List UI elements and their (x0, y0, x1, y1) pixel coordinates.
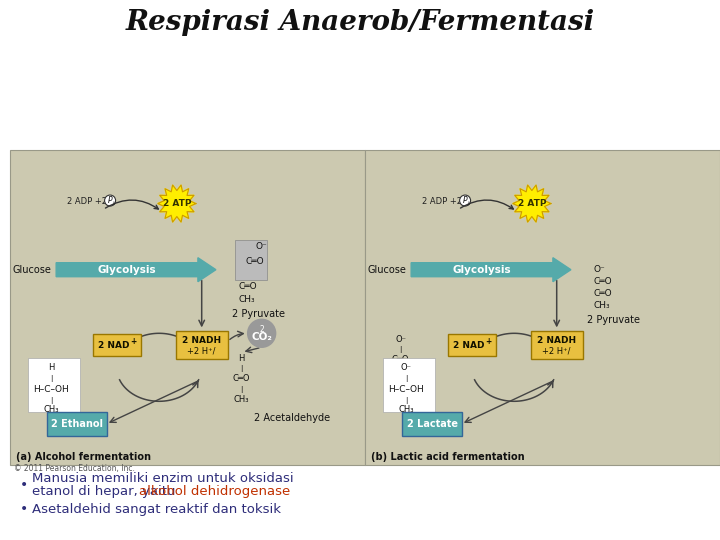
Text: CO₂: CO₂ (251, 332, 272, 342)
FancyBboxPatch shape (92, 334, 140, 356)
FancyBboxPatch shape (365, 150, 720, 465)
Text: P: P (108, 196, 112, 205)
Circle shape (459, 195, 471, 206)
Text: alkohol dehidrogenase: alkohol dehidrogenase (139, 485, 290, 498)
Circle shape (248, 319, 276, 347)
Text: +2 H⁺/: +2 H⁺/ (542, 347, 571, 356)
Text: C═O: C═O (238, 282, 257, 291)
Text: CH₃: CH₃ (594, 301, 611, 310)
Text: O⁻: O⁻ (395, 335, 406, 344)
Text: 2 NADH: 2 NADH (537, 336, 576, 345)
Text: |: | (405, 375, 408, 382)
Text: P: P (463, 196, 467, 205)
Text: Glucose: Glucose (367, 265, 406, 275)
Text: •: • (20, 478, 28, 492)
Text: C═O: C═O (594, 277, 612, 286)
Text: +: + (130, 337, 137, 346)
Text: i: i (467, 201, 469, 206)
Text: H: H (238, 354, 245, 363)
Text: 2 ATP: 2 ATP (163, 199, 191, 208)
FancyBboxPatch shape (176, 332, 228, 359)
Text: H: H (48, 362, 54, 372)
Text: |: | (400, 366, 402, 373)
Text: 2 Ethanol: 2 Ethanol (51, 419, 103, 429)
Text: CH₃: CH₃ (392, 395, 408, 404)
Text: 2 Lactate: 2 Lactate (407, 419, 458, 429)
Text: H–C–OH: H–C–OH (388, 384, 424, 394)
Text: Glycolysis: Glycolysis (98, 265, 156, 275)
Text: |: | (240, 365, 243, 372)
Polygon shape (411, 258, 571, 282)
Text: (b) Lactic acid fermentation: (b) Lactic acid fermentation (371, 452, 525, 462)
FancyBboxPatch shape (235, 240, 266, 280)
FancyBboxPatch shape (448, 334, 495, 356)
Text: •: • (20, 502, 28, 516)
Text: O⁻: O⁻ (594, 265, 606, 274)
Text: Glucose: Glucose (12, 265, 51, 275)
Text: Asetaldehid sangat reaktif dan toksik: Asetaldehid sangat reaktif dan toksik (32, 503, 281, 516)
Text: C═O: C═O (594, 289, 612, 298)
Text: © 2011 Pearson Education, Inc.: © 2011 Pearson Education, Inc. (14, 464, 135, 474)
Text: H–C–OH: H–C–OH (33, 384, 69, 394)
Text: +2 H⁺/: +2 H⁺/ (187, 347, 216, 356)
Text: O⁻: O⁻ (400, 362, 412, 372)
Text: i: i (112, 201, 114, 206)
Text: H–C–OH: H–C–OH (384, 375, 418, 384)
Text: etanol di hepar, yaitu: etanol di hepar, yaitu (32, 485, 180, 498)
Text: |: | (50, 375, 53, 382)
Text: 2 ADP +2: 2 ADP +2 (422, 197, 464, 206)
Text: 2 ADP +2: 2 ADP +2 (67, 197, 109, 206)
Text: Glycolysis: Glycolysis (453, 265, 511, 275)
Text: C═O: C═O (246, 257, 264, 266)
Text: C═O: C═O (233, 374, 251, 383)
Text: |: | (405, 396, 408, 403)
FancyBboxPatch shape (531, 332, 582, 359)
Text: O⁻: O⁻ (256, 242, 267, 251)
Text: 2 NAD: 2 NAD (453, 341, 485, 350)
Text: |: | (50, 396, 53, 403)
Text: |: | (240, 386, 243, 393)
Text: Respirasi Anaerob/Fermentasi: Respirasi Anaerob/Fermentasi (125, 9, 595, 36)
Polygon shape (513, 185, 551, 222)
Text: CH₃: CH₃ (234, 395, 249, 404)
Text: |: | (400, 386, 402, 393)
Text: 2 NADH: 2 NADH (182, 336, 221, 345)
FancyBboxPatch shape (47, 412, 107, 436)
FancyBboxPatch shape (28, 358, 80, 412)
Text: 2 Acetaldehyde: 2 Acetaldehyde (253, 413, 330, 423)
Text: CH₃: CH₃ (43, 404, 59, 414)
Polygon shape (56, 258, 216, 282)
Text: +: + (485, 337, 492, 346)
FancyBboxPatch shape (402, 412, 462, 436)
Text: 2: 2 (259, 325, 264, 334)
Circle shape (104, 195, 116, 206)
FancyBboxPatch shape (383, 358, 435, 412)
FancyBboxPatch shape (10, 150, 365, 465)
Text: Manusia memiliki enzim untuk oksidasi: Manusia memiliki enzim untuk oksidasi (32, 471, 294, 484)
FancyArrowPatch shape (461, 200, 513, 209)
Text: C═O: C═O (392, 355, 409, 364)
Text: |: | (400, 346, 402, 353)
FancyArrowPatch shape (105, 200, 158, 209)
Text: 2 ATP: 2 ATP (518, 199, 546, 208)
Text: 2 NAD: 2 NAD (98, 341, 130, 350)
Text: CH₃: CH₃ (238, 295, 256, 304)
Polygon shape (158, 185, 196, 222)
Text: CH₃: CH₃ (398, 404, 414, 414)
Text: 2 Pyruvate: 2 Pyruvate (232, 309, 284, 319)
Text: 2 Pyruvate: 2 Pyruvate (587, 315, 639, 325)
Text: (a) Alcohol fermentation: (a) Alcohol fermentation (16, 452, 151, 462)
